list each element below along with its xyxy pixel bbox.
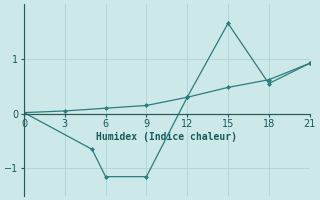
X-axis label: Humidex (Indice chaleur): Humidex (Indice chaleur): [96, 132, 237, 142]
